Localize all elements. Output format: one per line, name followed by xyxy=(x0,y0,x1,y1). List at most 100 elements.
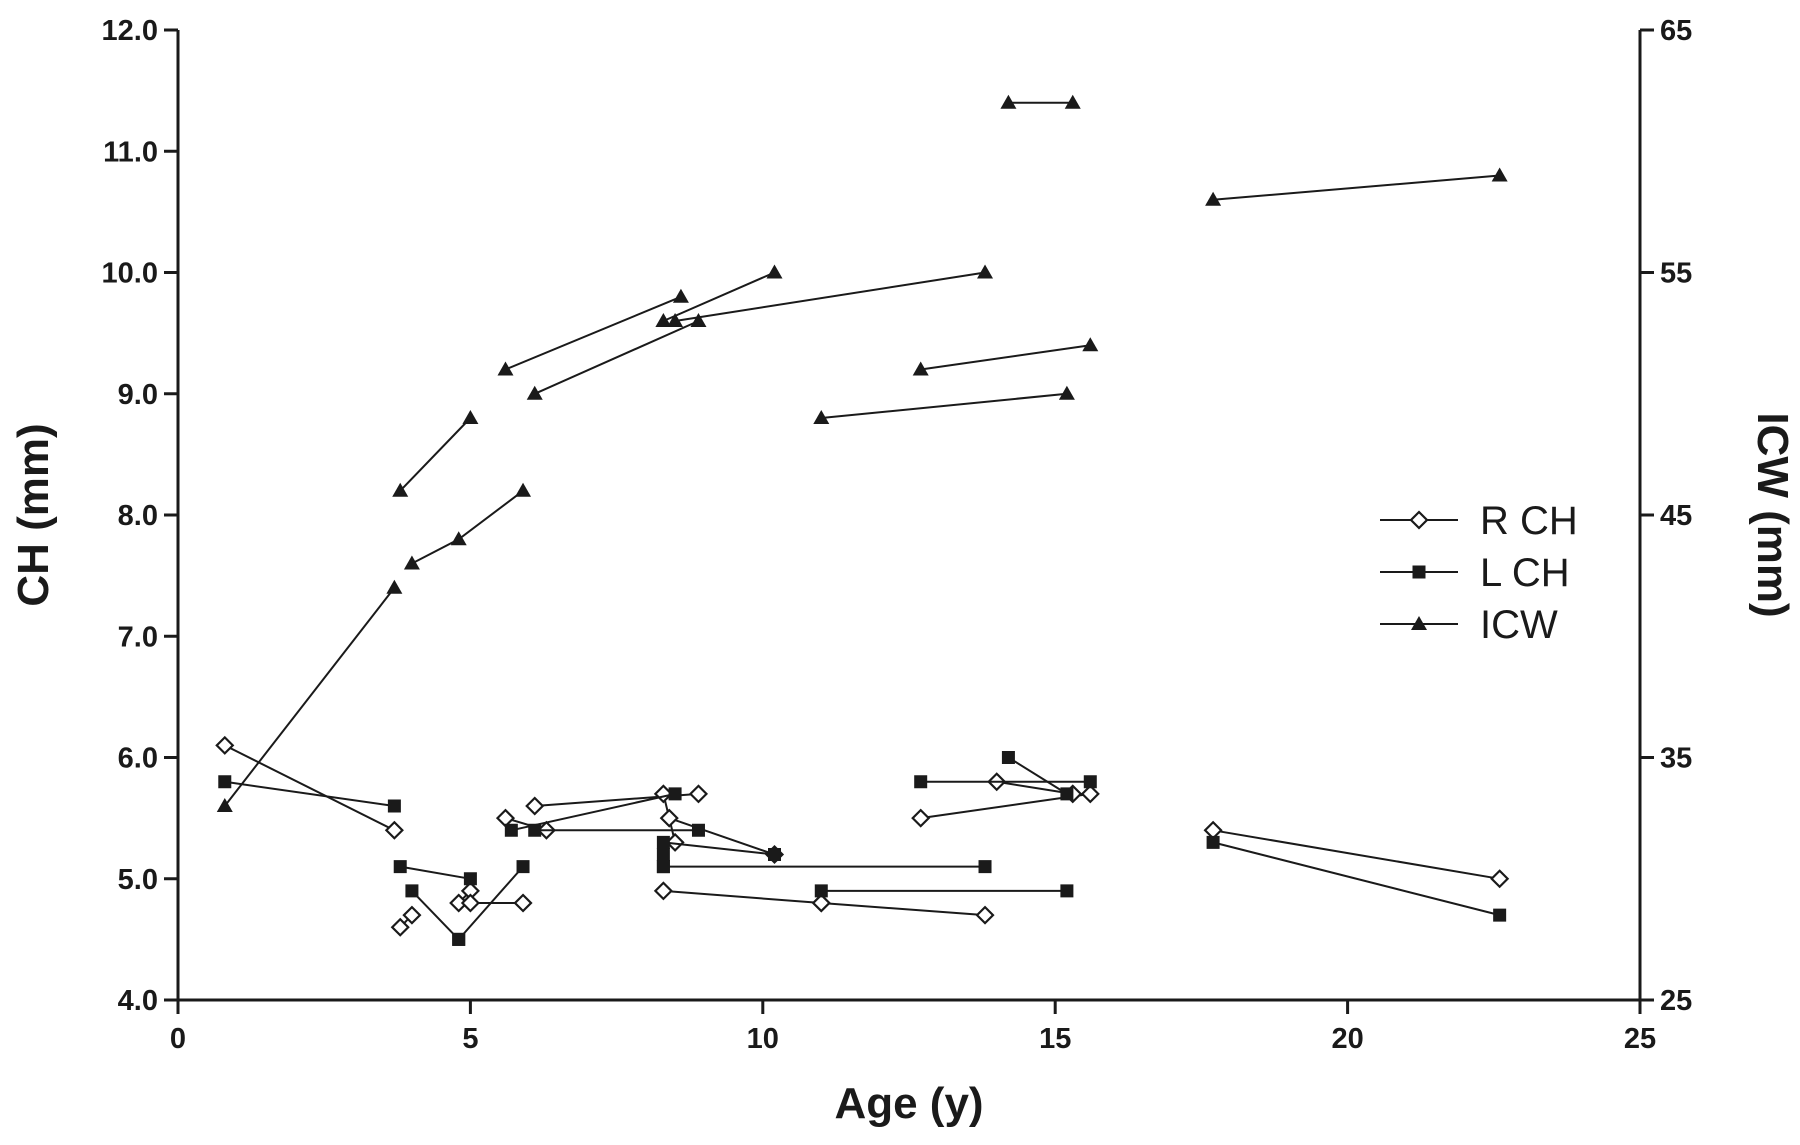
r-ch-point xyxy=(813,895,829,911)
legend-marker xyxy=(1413,566,1426,579)
icw-line xyxy=(412,491,523,564)
icw-line xyxy=(225,588,395,806)
icw-point xyxy=(515,483,531,497)
x-tick-label: 10 xyxy=(747,1023,779,1055)
l-ch-point xyxy=(452,933,465,946)
x-axis-title: Age (y) xyxy=(834,1079,983,1128)
l-ch-point xyxy=(405,884,418,897)
r-ch-point xyxy=(977,907,993,923)
l-ch-point xyxy=(979,860,992,873)
y-tick-label-left: 6.0 xyxy=(118,743,158,775)
legend-item-lch: L CH xyxy=(1380,551,1570,595)
plot-area xyxy=(217,95,1508,946)
x-tick-label: 0 xyxy=(170,1023,186,1055)
r-ch-point xyxy=(690,786,706,802)
icw-point xyxy=(1065,95,1081,109)
icw-point xyxy=(977,265,993,279)
y-axis-title-right: ICW (mm) xyxy=(1748,412,1797,617)
l-ch-line xyxy=(400,867,470,879)
y-tick-label-left: 10.0 xyxy=(102,258,158,290)
icw-point xyxy=(690,313,706,327)
series-r-ch xyxy=(217,737,1508,935)
r-ch-line xyxy=(663,891,821,903)
r-ch-point xyxy=(527,798,543,814)
x-tick-label: 20 xyxy=(1331,1023,1363,1055)
l-ch-point xyxy=(1002,751,1015,764)
r-ch-point xyxy=(1082,786,1098,802)
legend-label: R CH xyxy=(1480,499,1578,543)
r-ch-point xyxy=(913,810,929,826)
r-ch-point xyxy=(497,810,513,826)
icw-point xyxy=(1000,95,1016,109)
icw-line xyxy=(506,297,681,370)
y-tick-label-right: 25 xyxy=(1660,985,1692,1017)
y-axis-title-left: CH (mm) xyxy=(9,423,58,606)
icw-point xyxy=(527,386,543,400)
y-tick-label-left: 5.0 xyxy=(118,864,158,896)
y-tick-label-left: 8.0 xyxy=(118,500,158,532)
l-ch-point xyxy=(1207,836,1220,849)
y-tick-label-left: 12.0 xyxy=(102,15,158,47)
l-ch-point xyxy=(517,860,530,873)
l-ch-point xyxy=(388,800,401,813)
icw-line xyxy=(400,418,470,491)
legend-item-rch: R CH xyxy=(1380,499,1578,543)
l-ch-point xyxy=(657,836,670,849)
y-tick-label-left: 11.0 xyxy=(103,136,158,168)
y-tick-label-left: 7.0 xyxy=(118,621,158,653)
l-ch-point xyxy=(218,775,231,788)
l-ch-line xyxy=(1213,842,1500,915)
y-tick-label-left: 9.0 xyxy=(118,379,158,411)
icw-point xyxy=(1492,168,1508,182)
icw-line xyxy=(821,394,1067,418)
x-tick-label: 15 xyxy=(1039,1023,1071,1055)
legend-item-icw: ICW xyxy=(1380,603,1558,647)
line-chart: 0 5 10 15 20 25 4.0 5.0 6.0 7.0 8.0 9.0 10.0 11.0 12.0… xyxy=(0,0,1800,1140)
y-tick-label-right: 35 xyxy=(1660,743,1692,775)
icw-line xyxy=(1213,176,1500,200)
axes-group: 0 5 10 15 20 25 4.0 5.0 6.0 7.0 8.0 9.0 10.0 11.0 12.0… xyxy=(102,15,1693,1055)
icw-point xyxy=(766,265,782,279)
icw-line xyxy=(921,345,1091,369)
l-ch-point xyxy=(464,872,477,885)
r-ch-point xyxy=(1492,871,1508,887)
icw-point xyxy=(404,556,420,570)
y-tick-label-right: 45 xyxy=(1660,500,1692,532)
legend-label: ICW xyxy=(1480,603,1558,647)
legend-marker xyxy=(1411,512,1427,528)
legend-label: L CH xyxy=(1480,551,1570,595)
r-ch-line xyxy=(1213,830,1500,879)
r-ch-point xyxy=(1205,822,1221,838)
legend: R CH L CH ICW xyxy=(1380,499,1578,647)
icw-point xyxy=(451,531,467,545)
icw-point xyxy=(1059,386,1075,400)
r-ch-point xyxy=(661,810,677,826)
l-ch-point xyxy=(505,824,518,837)
l-ch-point xyxy=(394,860,407,873)
y-tick-label-right: 55 xyxy=(1660,258,1692,290)
l-ch-point xyxy=(768,848,781,861)
l-ch-point xyxy=(815,884,828,897)
y-tick-label-left: 4.0 xyxy=(118,985,158,1017)
l-ch-point xyxy=(657,848,670,861)
y-tick-label-right: 65 xyxy=(1660,15,1692,47)
r-ch-point xyxy=(386,822,402,838)
icw-point xyxy=(462,410,478,424)
icw-point xyxy=(1082,337,1098,351)
icw-point xyxy=(673,289,689,303)
l-ch-point xyxy=(669,787,682,800)
l-ch-point xyxy=(1493,909,1506,922)
l-ch-point xyxy=(914,775,927,788)
l-ch-point xyxy=(1060,884,1073,897)
l-ch-point xyxy=(692,824,705,837)
icw-point xyxy=(497,362,513,376)
r-ch-point xyxy=(515,895,531,911)
l-ch-point xyxy=(528,824,541,837)
icw-line xyxy=(535,321,699,394)
x-tick-label: 25 xyxy=(1624,1023,1656,1055)
series-icw xyxy=(217,95,1508,812)
x-tick-label: 5 xyxy=(462,1023,478,1055)
l-ch-point xyxy=(657,860,670,873)
l-ch-point xyxy=(1084,775,1097,788)
r-ch-point xyxy=(655,883,671,899)
